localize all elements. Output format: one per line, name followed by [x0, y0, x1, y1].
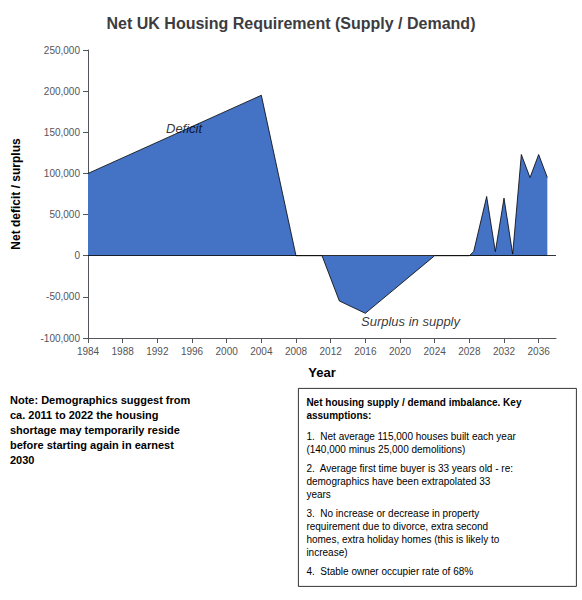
svg-text:requirement due to divorce, ex: requirement due to divorce, extra second [306, 521, 488, 532]
svg-text:ca. 2011 to 2022 the housing: ca. 2011 to 2022 the housing [10, 409, 159, 421]
svg-text:assumptions:: assumptions: [306, 410, 371, 421]
svg-text:4. Stable owner occupier rate: 4. Stable owner occupier rate of 68% [306, 566, 473, 577]
svg-text:200,000: 200,000 [44, 86, 81, 97]
svg-text:years: years [306, 489, 330, 500]
svg-text:Surplus in supply: Surplus in supply [361, 314, 461, 329]
svg-text:increase): increase) [306, 547, 347, 558]
svg-text:2032: 2032 [493, 346, 516, 357]
svg-text:-50,000: -50,000 [46, 291, 80, 302]
svg-text:2012: 2012 [320, 346, 343, 357]
svg-text:Net deficit / surplus: Net deficit / surplus [9, 138, 23, 250]
svg-text:0: 0 [74, 250, 80, 261]
svg-text:1988: 1988 [112, 346, 135, 357]
svg-text:2000: 2000 [216, 346, 239, 357]
svg-text:homes, extra holiday homes (th: homes, extra holiday homes (this is like… [306, 534, 499, 545]
svg-text:1992: 1992 [146, 346, 169, 357]
svg-text:2. Average first time buyer i: 2. Average first time buyer is 33 years … [306, 463, 513, 474]
svg-text:2030: 2030 [10, 454, 34, 466]
svg-text:Net housing supply / demand im: Net housing supply / demand imbalance. K… [306, 397, 521, 408]
svg-text:2028: 2028 [458, 346, 481, 357]
svg-text:250,000: 250,000 [44, 45, 81, 56]
svg-text:150,000: 150,000 [44, 127, 81, 138]
svg-text:Net UK Housing Requirement (Su: Net UK Housing Requirement (Supply / Dem… [107, 15, 476, 32]
svg-text:before starting again in earne: before starting again in earnest [10, 439, 174, 451]
svg-text:2024: 2024 [424, 346, 447, 357]
svg-text:demographics have been extrapo: demographics have been extrapolated 33 [306, 476, 490, 487]
svg-text:Deficit: Deficit [166, 121, 204, 136]
svg-text:-100,000: -100,000 [41, 333, 81, 344]
svg-text:Year: Year [308, 365, 335, 380]
svg-text:1984: 1984 [77, 346, 100, 357]
svg-text:(140,000 minus 25,000 demoliti: (140,000 minus 25,000 demolitions) [306, 444, 465, 455]
svg-text:Note: Demographics suggest fro: Note: Demographics suggest from [10, 394, 191, 406]
svg-text:2036: 2036 [528, 346, 551, 357]
svg-text:1996: 1996 [181, 346, 204, 357]
svg-text:1. Net average 115,000 houses: 1. Net average 115,000 houses built each… [306, 431, 516, 442]
svg-text:100,000: 100,000 [44, 168, 81, 179]
svg-text:2004: 2004 [250, 346, 273, 357]
svg-text:2020: 2020 [389, 346, 412, 357]
svg-text:3. No increase or decrease in: 3. No increase or decrease in property [306, 508, 479, 519]
svg-text:50,000: 50,000 [49, 209, 80, 220]
svg-text:2016: 2016 [354, 346, 377, 357]
svg-text:2008: 2008 [285, 346, 308, 357]
svg-text:shortage may temporarily resid: shortage may temporarily reside [10, 424, 180, 436]
